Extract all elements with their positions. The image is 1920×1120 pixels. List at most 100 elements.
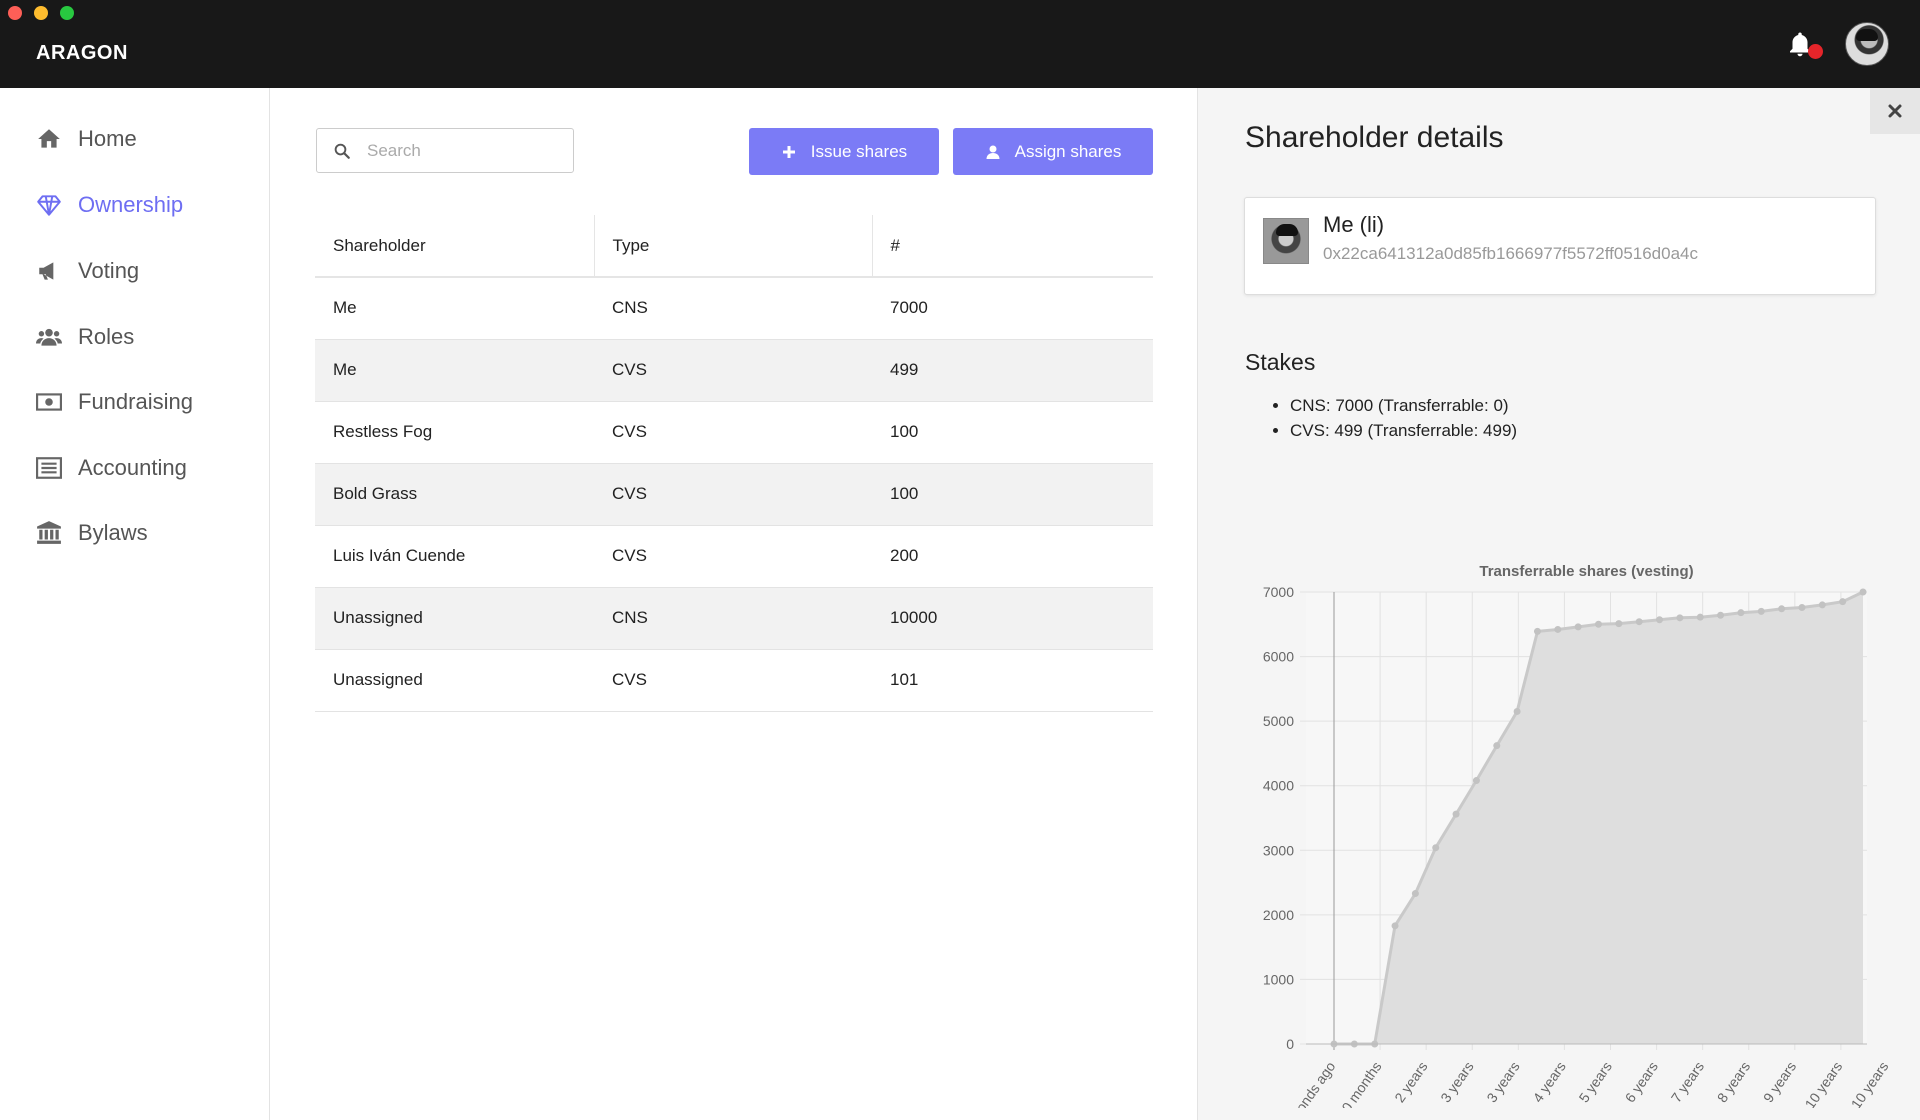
assign-shares-label: Assign shares xyxy=(1014,141,1122,161)
user-avatar[interactable] xyxy=(1845,22,1889,66)
data-point xyxy=(1757,607,1765,615)
stake-item: CNS: 7000 (Transferrable: 0) xyxy=(1290,393,1517,418)
data-point xyxy=(1452,810,1460,818)
table-row[interactable]: Unassigned CNS 10000 xyxy=(315,587,1153,650)
shareholder-details-panel: Shareholder details Me (li) 0x22ca641312… xyxy=(1197,88,1920,1120)
data-point xyxy=(1574,623,1582,631)
cell-shareholder: Me xyxy=(315,339,594,402)
cell-type: CVS xyxy=(594,525,872,588)
data-point xyxy=(1513,707,1521,715)
sidebar-item-label: Ownership xyxy=(78,192,184,217)
sidebar-item-ownership[interactable]: Ownership xyxy=(36,185,256,225)
column-header-shareholder[interactable]: Shareholder xyxy=(315,215,594,278)
app-logo: ARAGON xyxy=(36,42,128,64)
cell-shareholder: Unassigned xyxy=(315,587,594,650)
panel-title: Shareholder details xyxy=(1245,121,1504,154)
window-minimize-button[interactable] xyxy=(34,6,48,20)
table-row[interactable]: Me CVS 499 xyxy=(315,339,1153,402)
cell-type: CVS xyxy=(594,401,872,464)
data-point xyxy=(1778,605,1786,613)
cell-shareholder: Luis Iván Cuende xyxy=(315,525,594,588)
cell-count: 100 xyxy=(872,401,1153,464)
sidebar-item-bylaws[interactable]: Bylaws xyxy=(36,513,256,553)
shareholder-card: Me (li) 0x22ca641312a0d85fb1666977f5572f… xyxy=(1244,197,1876,295)
assign-shares-button[interactable]: Assign shares xyxy=(953,128,1153,175)
cell-type: CNS xyxy=(594,277,872,340)
sidebar-item-label: Fundraising xyxy=(78,389,193,414)
home-icon xyxy=(38,129,60,148)
table-row[interactable]: Luis Iván Cuende CVS 200 xyxy=(315,525,1153,588)
data-point xyxy=(1595,620,1602,628)
data-point xyxy=(1635,618,1643,626)
cell-shareholder: Unassigned xyxy=(315,649,594,712)
search-box[interactable] xyxy=(316,128,574,173)
x-tick-label: 3 years xyxy=(1483,1059,1522,1106)
column-header-type[interactable]: Type xyxy=(593,215,872,278)
cell-shareholder: Restless Fog xyxy=(315,401,594,464)
chart-title: Transferrable shares (vesting) xyxy=(1479,563,1693,580)
x-tick-label: 2 years xyxy=(1391,1059,1430,1106)
cell-type: CNS xyxy=(594,587,872,650)
user-icon xyxy=(986,145,1000,159)
search-icon xyxy=(334,143,350,159)
notification-badge xyxy=(1808,44,1823,59)
data-point xyxy=(1737,609,1745,617)
data-point xyxy=(1391,922,1399,930)
x-tick-label: 10 months xyxy=(1334,1059,1385,1108)
cell-type: CVS xyxy=(594,649,872,712)
window-close-button[interactable] xyxy=(8,6,22,20)
sidebar-item-fundraising[interactable]: Fundraising xyxy=(36,382,256,422)
sidebar-item-label: Bylaws xyxy=(78,520,148,545)
data-point xyxy=(1798,603,1806,611)
cell-count: 200 xyxy=(872,525,1153,588)
y-tick-label: 0 xyxy=(1286,1036,1294,1052)
cell-shareholder: Me xyxy=(315,277,594,340)
x-tick-label: 3 years xyxy=(1437,1059,1476,1106)
data-point xyxy=(1554,625,1562,633)
stakes-list: CNS: 7000 (Transferrable: 0) CVS: 499 (T… xyxy=(1268,393,1517,443)
vesting-chart: Transferrable shares (vesting) 0 1000 2000 3… xyxy=(1258,563,1892,1108)
data-point xyxy=(1533,627,1541,635)
list-alt-icon xyxy=(36,457,62,479)
sidebar-item-accounting[interactable]: Accounting xyxy=(36,448,256,488)
x-tick-label: 10 years xyxy=(1848,1059,1892,1108)
app-header: ARAGON xyxy=(0,0,1920,88)
cell-count: 101 xyxy=(872,649,1153,712)
sidebar-item-label: Home xyxy=(78,126,137,151)
close-panel-button[interactable] xyxy=(1870,88,1920,134)
table-row[interactable]: Bold Grass CVS 100 xyxy=(315,463,1153,526)
x-tick-label: 5 years xyxy=(1576,1059,1615,1106)
data-point xyxy=(1432,844,1440,852)
diamond-icon xyxy=(37,195,61,216)
sidebar-item-home[interactable]: Home xyxy=(36,119,256,159)
y-tick-label: 7000 xyxy=(1263,584,1294,600)
table-row[interactable]: Unassigned CVS 101 xyxy=(315,649,1153,712)
sidebar-item-roles[interactable]: Roles xyxy=(36,317,256,357)
sidebar-item-voting[interactable]: Voting xyxy=(36,251,256,291)
close-icon xyxy=(1888,104,1902,118)
x-tick-label: 10 years xyxy=(1801,1059,1845,1108)
data-point xyxy=(1717,611,1725,619)
data-point xyxy=(1859,588,1867,596)
x-tick-label: 4 years xyxy=(1529,1059,1568,1106)
data-point xyxy=(1839,598,1847,606)
column-header-count[interactable]: # xyxy=(871,215,1153,278)
x-tick-label: 9 years xyxy=(1760,1059,1799,1106)
x-tick-label: a few seconds ago xyxy=(1258,1058,1338,1108)
cell-type: CVS xyxy=(594,463,872,526)
notification-bell-icon[interactable] xyxy=(1785,30,1815,60)
search-input[interactable] xyxy=(365,139,565,162)
table-row[interactable]: Me CNS 7000 xyxy=(315,277,1153,340)
data-point xyxy=(1493,742,1501,750)
cell-shareholder: Bold Grass xyxy=(315,463,594,526)
table-row[interactable]: Restless Fog CVS 100 xyxy=(315,401,1153,464)
data-point xyxy=(1696,613,1704,621)
shareholder-address: 0x22ca641312a0d85fb1666977f5572ff0516d0a… xyxy=(1323,244,1698,263)
users-icon xyxy=(36,328,62,346)
issue-shares-button[interactable]: Issue shares xyxy=(749,128,939,175)
x-tick-label: 7 years xyxy=(1668,1059,1707,1106)
window-maximize-button[interactable] xyxy=(60,6,74,20)
series-area xyxy=(1334,592,1863,1044)
stakes-heading: Stakes xyxy=(1245,349,1316,375)
cell-count: 7000 xyxy=(872,277,1153,340)
